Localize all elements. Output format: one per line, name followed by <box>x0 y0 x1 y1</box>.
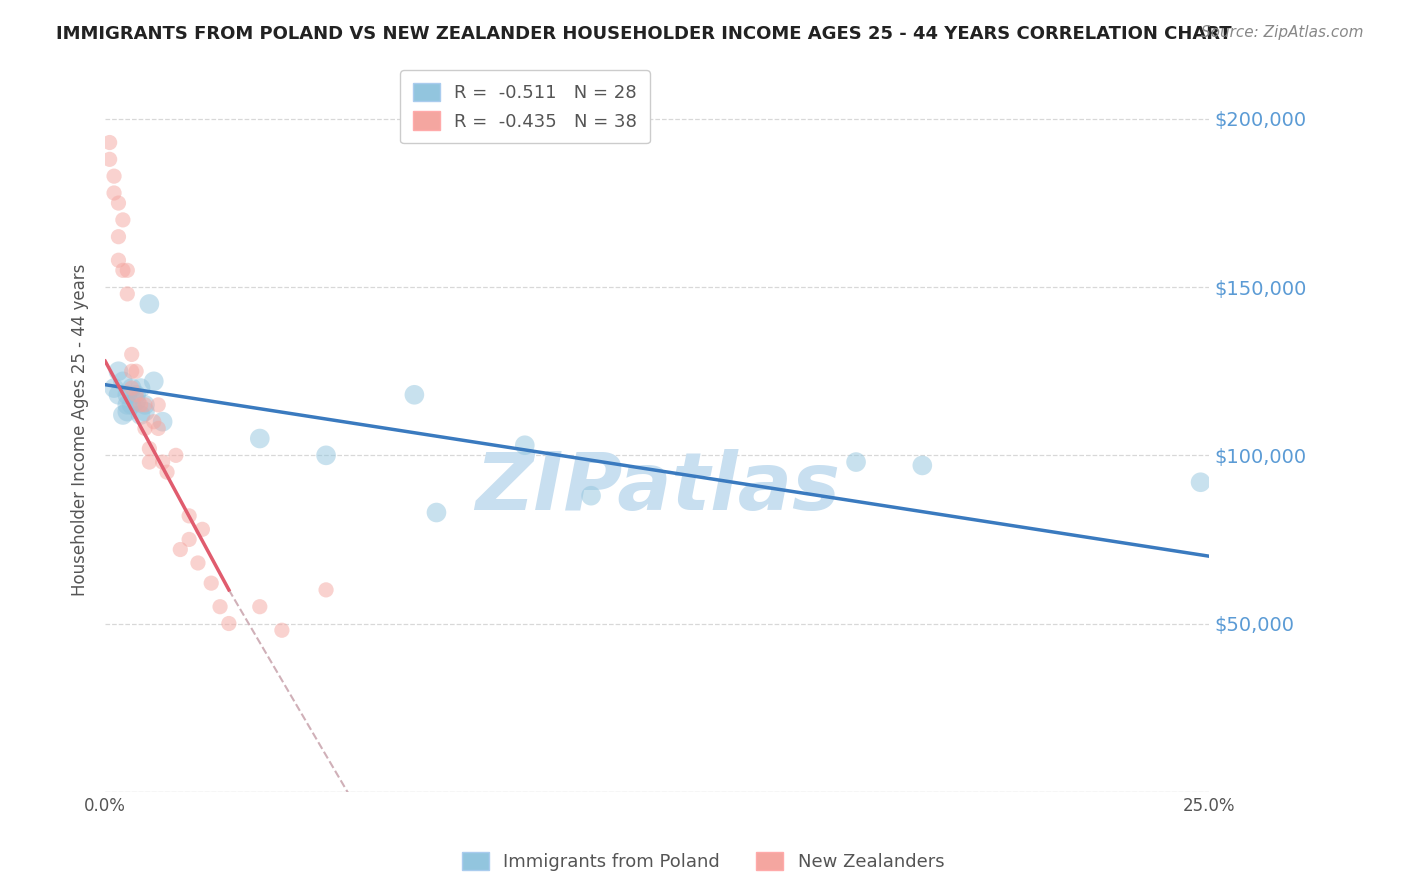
Point <box>209 599 232 614</box>
Point <box>579 489 602 503</box>
Point <box>187 556 209 570</box>
Point <box>911 458 934 473</box>
Point <box>152 415 174 429</box>
Point <box>425 506 447 520</box>
Point <box>125 364 148 378</box>
Point <box>845 455 868 469</box>
Point <box>191 522 214 536</box>
Point <box>129 398 152 412</box>
Point <box>142 375 165 389</box>
Point <box>134 421 156 435</box>
Point <box>121 381 143 395</box>
Point <box>117 286 139 301</box>
Point <box>117 398 139 412</box>
Point <box>165 448 187 462</box>
Point <box>179 508 201 523</box>
Point <box>134 404 156 418</box>
Point <box>169 542 191 557</box>
Legend: R =  -0.511   N = 28, R =  -0.435   N = 38: R = -0.511 N = 28, R = -0.435 N = 38 <box>399 70 650 144</box>
Point <box>111 408 134 422</box>
Point <box>513 438 536 452</box>
Point <box>315 582 337 597</box>
Point <box>98 136 121 150</box>
Point <box>200 576 222 591</box>
Point <box>111 213 134 227</box>
Point <box>148 421 170 435</box>
Point <box>156 465 179 479</box>
Point <box>117 404 139 418</box>
Point <box>315 448 337 462</box>
Point <box>125 394 148 409</box>
Point <box>111 263 134 277</box>
Point <box>121 381 143 395</box>
Point <box>129 408 152 422</box>
Point <box>404 388 426 402</box>
Y-axis label: Householder Income Ages 25 - 44 years: Householder Income Ages 25 - 44 years <box>72 264 89 596</box>
Text: Source: ZipAtlas.com: Source: ZipAtlas.com <box>1201 25 1364 40</box>
Point <box>121 398 143 412</box>
Point <box>179 533 201 547</box>
Legend: Immigrants from Poland, New Zealanders: Immigrants from Poland, New Zealanders <box>454 845 952 879</box>
Point <box>125 388 148 402</box>
Text: IMMIGRANTS FROM POLAND VS NEW ZEALANDER HOUSEHOLDER INCOME AGES 25 - 44 YEARS CO: IMMIGRANTS FROM POLAND VS NEW ZEALANDER … <box>56 25 1232 43</box>
Text: ZIPatlas: ZIPatlas <box>475 449 839 527</box>
Point <box>103 186 125 200</box>
Point <box>107 388 129 402</box>
Point <box>148 398 170 412</box>
Point <box>138 442 160 456</box>
Point <box>142 415 165 429</box>
Point <box>134 398 156 412</box>
Point <box>121 347 143 361</box>
Point <box>249 432 271 446</box>
Point <box>107 196 129 211</box>
Point <box>1189 475 1212 490</box>
Point <box>107 364 129 378</box>
Point <box>121 364 143 378</box>
Point <box>107 229 129 244</box>
Point <box>218 616 240 631</box>
Point <box>98 153 121 167</box>
Point <box>103 381 125 395</box>
Point <box>129 381 152 395</box>
Point <box>138 297 160 311</box>
Point <box>111 375 134 389</box>
Point <box>152 455 174 469</box>
Point <box>249 599 271 614</box>
Point <box>117 263 139 277</box>
Point <box>125 388 148 402</box>
Point <box>270 624 292 638</box>
Point <box>107 253 129 268</box>
Point <box>138 455 160 469</box>
Point <box>117 388 139 402</box>
Point <box>103 169 125 183</box>
Point <box>134 398 156 412</box>
